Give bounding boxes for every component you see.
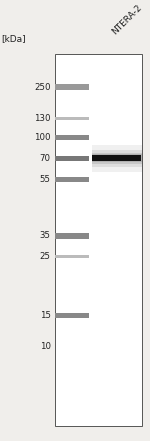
Text: 130: 130 [34,114,51,123]
Bar [55,176,89,182]
Bar [55,233,89,239]
Text: [kDa]: [kDa] [2,34,26,43]
Text: 70: 70 [40,154,51,163]
Bar [55,255,89,258]
Bar [92,155,141,161]
Bar [55,54,141,426]
Bar [92,153,141,164]
Bar [55,85,89,90]
Bar [55,135,89,140]
Bar [92,154,141,162]
Text: 15: 15 [40,311,51,320]
Bar [92,145,141,172]
Bar [92,149,141,167]
Text: 100: 100 [34,133,51,142]
Text: 25: 25 [40,252,51,261]
Text: 35: 35 [40,232,51,240]
Text: 55: 55 [40,175,51,184]
Bar [55,313,89,318]
Bar [55,156,89,161]
Bar [55,117,89,120]
Text: 250: 250 [34,83,51,92]
Text: 10: 10 [40,342,51,351]
Text: NTERA-2: NTERA-2 [110,3,143,36]
